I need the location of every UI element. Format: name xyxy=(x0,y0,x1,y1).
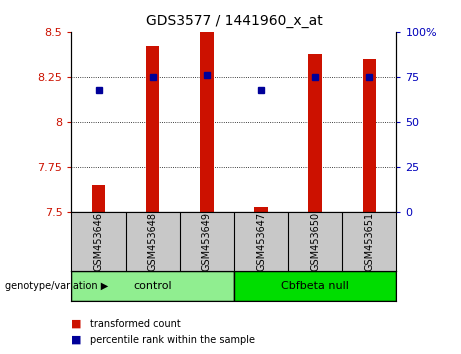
Text: ■: ■ xyxy=(71,335,82,345)
Bar xyxy=(71,271,234,301)
Bar xyxy=(200,32,213,212)
Text: GSM453650: GSM453650 xyxy=(310,212,320,271)
Bar xyxy=(92,185,105,212)
Text: percentile rank within the sample: percentile rank within the sample xyxy=(90,335,255,345)
Text: GSM453651: GSM453651 xyxy=(364,212,374,271)
Text: GSM453649: GSM453649 xyxy=(202,212,212,271)
Bar xyxy=(234,271,396,301)
Text: GSM453648: GSM453648 xyxy=(148,212,158,271)
Title: GDS3577 / 1441960_x_at: GDS3577 / 1441960_x_at xyxy=(146,14,322,28)
Text: Cbfbeta null: Cbfbeta null xyxy=(281,281,349,291)
Bar xyxy=(146,46,160,212)
Text: GSM453646: GSM453646 xyxy=(94,212,104,271)
Bar xyxy=(254,207,268,212)
Bar xyxy=(308,53,322,212)
Text: GSM453647: GSM453647 xyxy=(256,212,266,271)
Text: transformed count: transformed count xyxy=(90,319,181,329)
Bar xyxy=(363,59,376,212)
Text: ■: ■ xyxy=(71,319,82,329)
Text: control: control xyxy=(133,281,172,291)
Text: genotype/variation ▶: genotype/variation ▶ xyxy=(5,281,108,291)
